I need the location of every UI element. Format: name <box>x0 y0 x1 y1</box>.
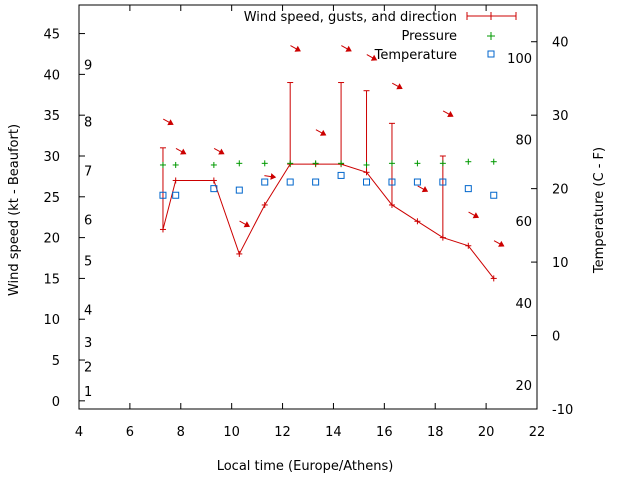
wind-direction-arrowhead <box>319 129 327 136</box>
wind-direction-arrowhead <box>498 240 505 247</box>
tick-layer <box>78 5 538 410</box>
x-tick-label: 4 <box>75 425 83 440</box>
wind-direction-arrowhead <box>294 45 301 52</box>
data-layer <box>159 45 505 282</box>
beaufort-label: 4 <box>84 303 92 318</box>
wind-direction-arrowhead <box>472 212 480 219</box>
wind-direction-arrowhead <box>447 111 454 118</box>
wind-direction-arrowhead <box>270 173 277 180</box>
temperature-point <box>159 191 167 199</box>
beaufort-label: 9 <box>84 59 92 74</box>
legend-label-wind: Wind speed, gusts, and direction <box>244 10 457 25</box>
legend-sample-pressure <box>487 32 495 40</box>
y-tick-label: 20 <box>43 232 60 247</box>
y-tick-label: 15 <box>43 272 60 287</box>
wind-direction-arrowhead <box>370 54 378 61</box>
temperature-point <box>210 185 218 193</box>
temperature-point <box>363 178 371 186</box>
y-tick-label: 0 <box>52 395 60 410</box>
legend-sample-temperature <box>487 50 495 58</box>
wind-direction-arrowhead <box>167 119 174 126</box>
y2-tick-label: -10 <box>552 403 573 418</box>
temperature-point <box>413 178 421 186</box>
x-tick-label: 12 <box>274 425 291 440</box>
beaufort-label: 3 <box>84 336 92 351</box>
beaufort-label: 5 <box>84 254 92 269</box>
x-tick-label: 22 <box>529 425 546 440</box>
y-axis-label: Wind speed (kt - Beaufort) <box>7 124 22 296</box>
beaufort-label: 6 <box>84 214 92 229</box>
temperature-point <box>388 178 396 186</box>
y-tick-label: 5 <box>52 354 60 369</box>
wind-direction-arrowhead <box>345 45 352 52</box>
x-tick-label: 8 <box>177 425 185 440</box>
wind-speed-line <box>162 163 495 279</box>
y2-axis-label: Temperature (C - F) <box>592 147 607 274</box>
y-tick-label: 10 <box>43 313 60 328</box>
legend: Wind speed, gusts, and direction Pressur… <box>244 10 517 63</box>
wind-direction-arrowhead <box>421 186 429 193</box>
y-tick-label: 45 <box>43 28 60 43</box>
label-layer: 4 6 8 10 12 14 16 18 20 22051015202530354045-1001… <box>43 28 573 440</box>
fahrenheit-label: 60 <box>515 215 532 230</box>
wind-direction-arrowhead <box>396 83 403 90</box>
x-tick-label: 16 <box>376 425 393 440</box>
y-tick-label: 25 <box>43 191 60 206</box>
x-tick-label: 10 <box>223 425 240 440</box>
y-tick-label: 30 <box>43 150 60 165</box>
temperature-point <box>286 178 294 186</box>
beaufort-label: 7 <box>84 165 92 180</box>
y-tick-label: 40 <box>43 68 60 83</box>
temperature-point <box>490 191 498 199</box>
temperature-point <box>261 178 269 186</box>
plot-frame <box>78 4 538 410</box>
y2-tick-label: 0 <box>552 330 560 345</box>
temperature-point <box>337 171 345 179</box>
y2-tick-label: 10 <box>552 256 569 271</box>
x-tick-label: 6 <box>126 425 134 440</box>
temperature-point <box>312 178 320 186</box>
x-axis-label: Local time (Europe/Athens) <box>217 459 394 474</box>
fahrenheit-label: 80 <box>515 133 532 148</box>
wind-direction-arrowhead <box>180 148 187 155</box>
temperature-point <box>172 191 180 199</box>
fahrenheit-label: 40 <box>515 297 532 312</box>
legend-label-temperature: Temperature <box>374 48 457 63</box>
wind-direction-arrowhead <box>243 221 251 228</box>
x-tick-label: 14 <box>325 425 342 440</box>
temperature-point <box>464 185 472 193</box>
y2-tick-label: 40 <box>552 36 569 51</box>
fahrenheit-label: 20 <box>515 379 532 394</box>
temperature-point <box>439 178 447 186</box>
fahrenheit-label: 100 <box>507 52 532 67</box>
x-tick-label: 18 <box>427 425 444 440</box>
wind-direction-arrowhead <box>218 148 225 155</box>
beaufort-label: 2 <box>84 361 92 376</box>
y2-tick-label: 20 <box>552 183 569 198</box>
beaufort-label: 1 <box>84 385 92 400</box>
y2-tick-label: 30 <box>552 109 569 124</box>
y-tick-label: 35 <box>43 109 60 124</box>
x-tick-label: 20 <box>478 425 495 440</box>
temperature-point <box>235 186 243 194</box>
beaufort-label: 8 <box>84 116 92 131</box>
legend-label-pressure: Pressure <box>401 29 457 44</box>
